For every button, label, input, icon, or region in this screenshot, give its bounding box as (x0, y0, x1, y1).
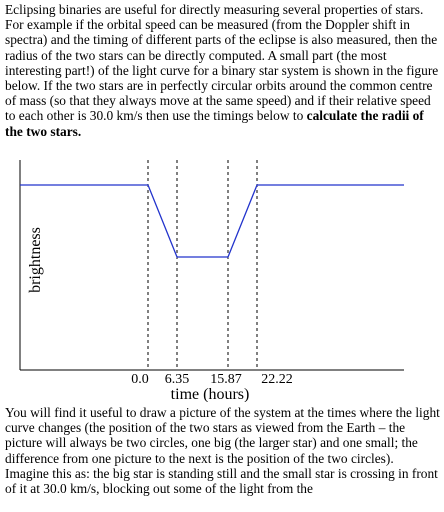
x-tick-label: 22.22 (261, 372, 293, 387)
x-tick-label: 0.0 (131, 372, 149, 387)
light-curve-figure: brightness 0.0 6.35 15.87 22.22 time (ho… (19, 160, 404, 402)
y-axis-label: brightness (27, 227, 44, 293)
paragraph: Eclipsing binaries are useful for direct… (0, 0, 444, 160)
bold-text: calculate the radii of the two stars. (5, 108, 424, 139)
x-tick-label: 6.35 (165, 372, 190, 387)
light-curve (20, 184, 404, 258)
paragraph-text: Eclipsing binaries are useful for direct… (5, 2, 439, 124)
x-tick-label: 15.87 (210, 372, 242, 387)
paragraph: You will find it useful to draw a pictur… (0, 402, 444, 496)
paragraph-text: You will find it useful to draw a pictur… (5, 405, 440, 497)
x-axis-label: time (hours) (171, 386, 250, 402)
